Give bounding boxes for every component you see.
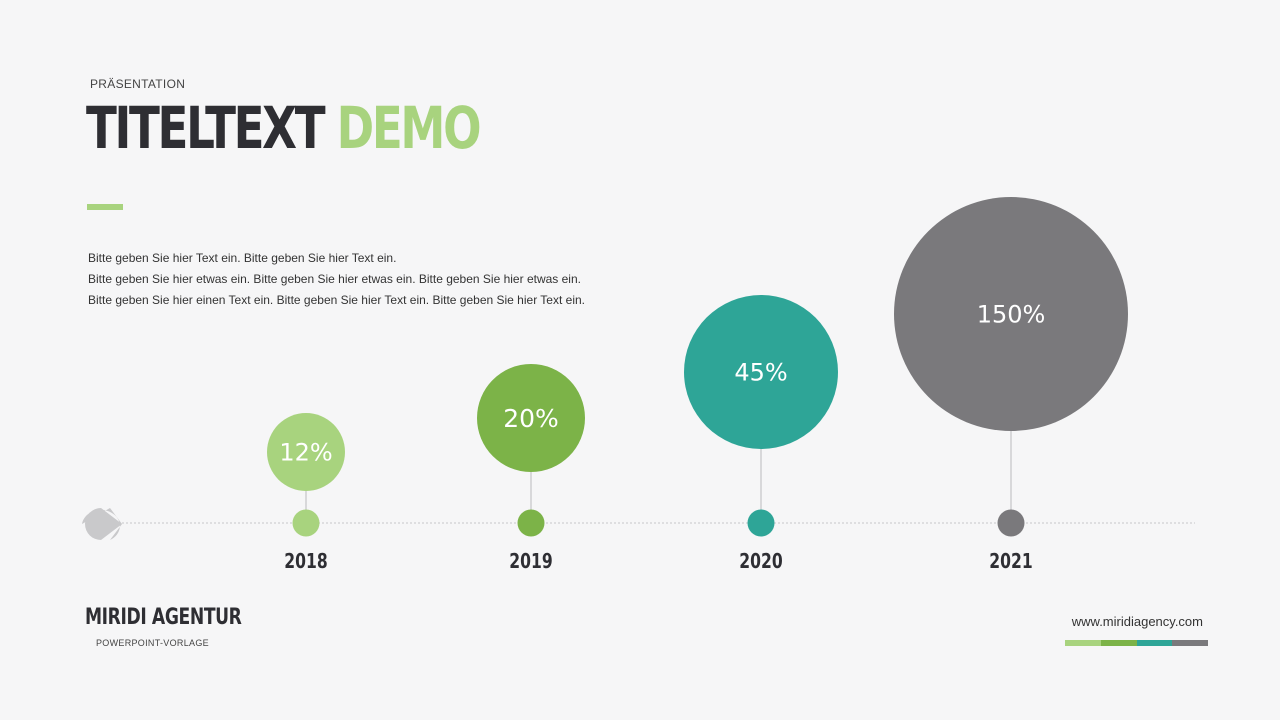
title-part-1: TITELTEXT <box>86 94 326 162</box>
timeline-dot <box>747 509 775 537</box>
value-bubble <box>684 295 838 449</box>
color-strip <box>1065 640 1208 646</box>
bubble-value-label: 20% <box>503 404 559 433</box>
title-part-2: DEMO <box>336 94 482 162</box>
brand-name: MIRIDI AGENTUR <box>85 605 242 630</box>
year-tick-label: 2019 <box>509 550 552 573</box>
presentation-kicker: PRÄSENTATION <box>90 77 186 91</box>
timeline-start-marker-cap <box>85 508 122 540</box>
year-tick-label: 2021 <box>989 550 1032 573</box>
body-line: Bitte geben Sie hier Text ein. Bitte geb… <box>88 251 397 265</box>
body-line: Bitte geben Sie hier etwas ein. Bitte ge… <box>88 272 581 286</box>
bubble-value-label: 150% <box>977 301 1046 329</box>
color-strip-segment <box>1100 640 1137 646</box>
color-strip-segment <box>1172 640 1208 646</box>
body-line: Bitte geben Sie hier einen Text ein. Bit… <box>88 293 585 307</box>
year-tick-label: 2020 <box>739 550 782 573</box>
timeline-dot <box>517 509 545 537</box>
year-tick-label: 2018 <box>284 550 327 573</box>
timeline-dot <box>292 509 320 537</box>
page-title: TITELTEXT DEMO <box>86 92 482 164</box>
timeline-dot <box>997 509 1025 537</box>
color-strip-segment <box>1136 640 1173 646</box>
value-bubble <box>477 364 585 472</box>
value-bubble <box>267 413 345 491</box>
title-accent-bar <box>87 204 123 210</box>
bubble-value-label: 45% <box>734 359 787 387</box>
color-strip-segment <box>1065 640 1101 646</box>
brand-subtitle: POWERPOINT-VORLAGE <box>96 638 209 648</box>
value-bubble <box>894 197 1128 431</box>
bubble-value-label: 12% <box>279 439 332 467</box>
body-text-block: Bitte geben Sie hier Text ein. Bitte geb… <box>88 248 585 311</box>
website-url: www.miridiagency.com <box>1071 614 1203 629</box>
